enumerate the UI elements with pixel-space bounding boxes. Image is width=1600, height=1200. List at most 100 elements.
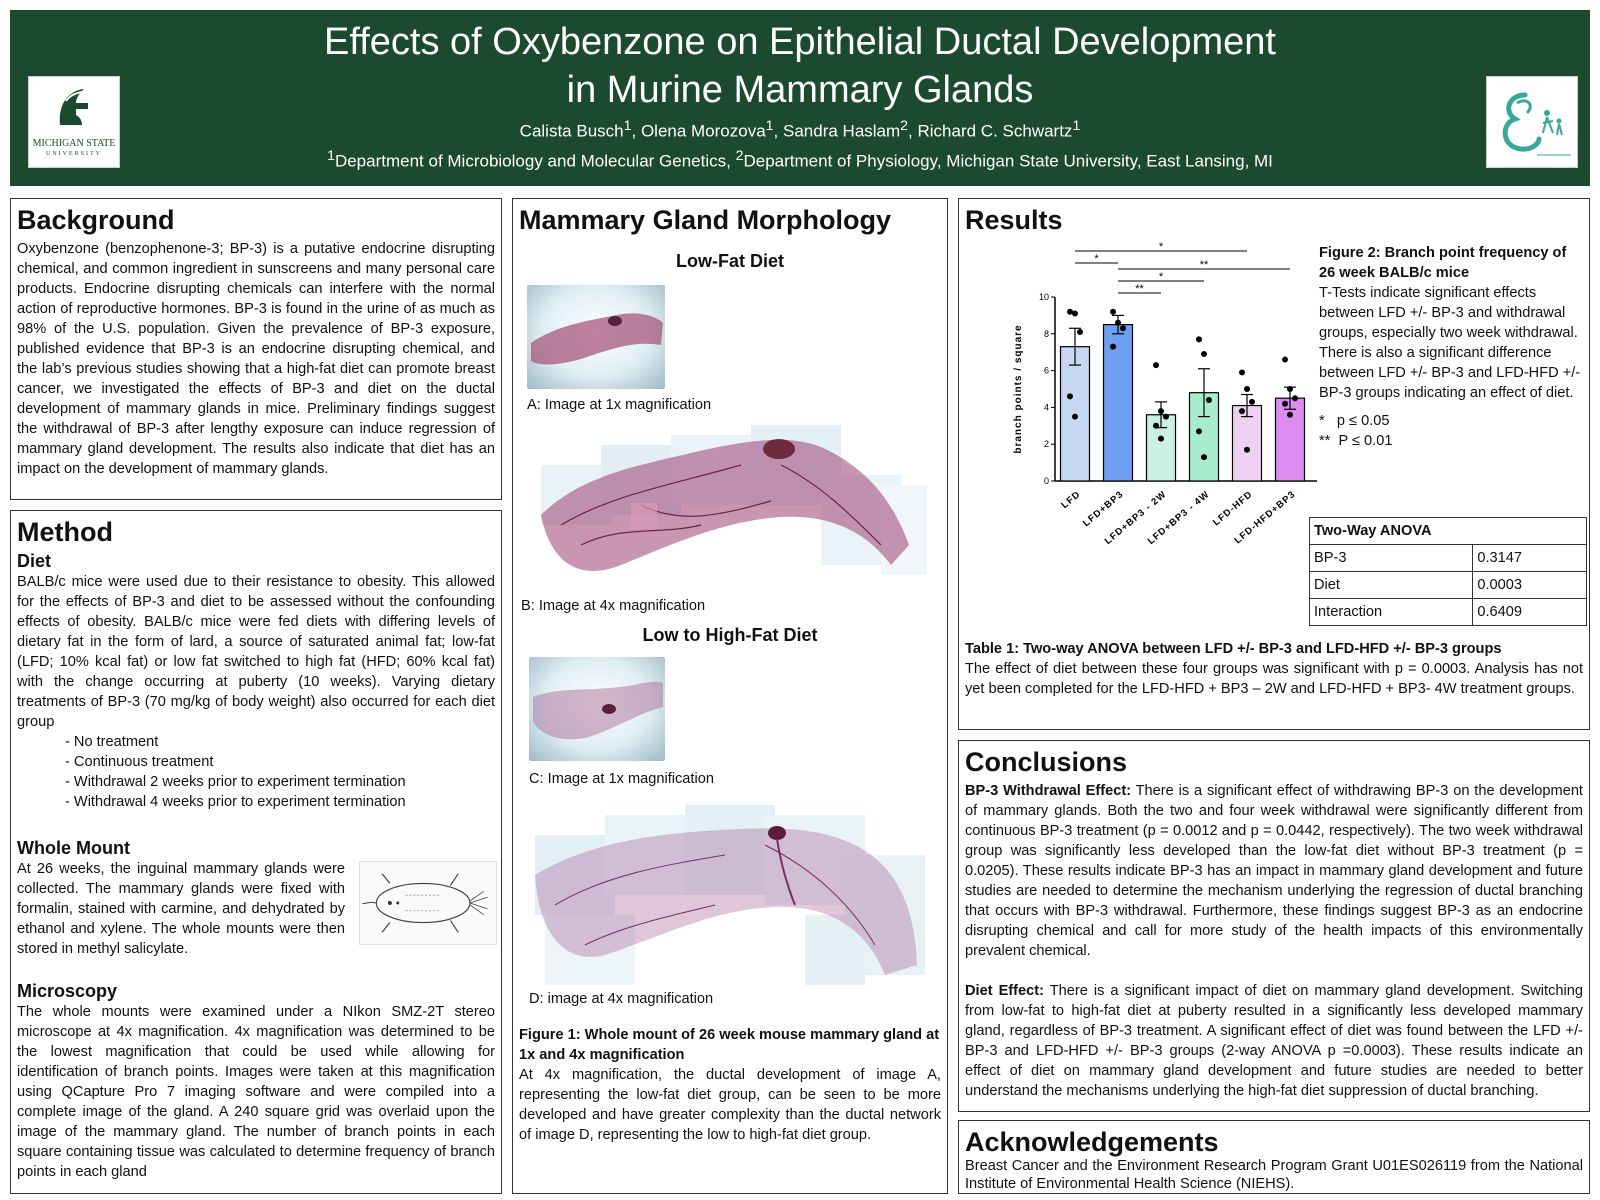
figure-2-text: T-Tests indicate significant effects bet… [1319,285,1581,401]
table-1-caption: Table 1: Two-way ANOVA between LFD +/- B… [965,639,1583,699]
anova-value: 0.3147 [1472,544,1587,572]
data-point [1201,351,1207,358]
y-tick-label: 10 [1039,292,1049,302]
withdrawal-label: BP-3 Withdrawal Effect: [965,783,1132,799]
significance-label: * [1094,253,1099,265]
significance-legend: * p ≤ 0.05 ** P ≤ 0.01 [1319,411,1583,451]
x-tick-label: LFD+BP3 [1081,489,1126,529]
diet-effect-text: There is a significant impact of diet on… [965,983,1583,1099]
data-point [1244,386,1250,392]
author-list: Calista Busch1, Olena Morozova1, Sandra … [519,118,1081,141]
morphology-panel: Mammary Gland Morphology Low-Fat Diet A:… [512,198,948,1194]
author-name: Sandra Haslam [783,121,901,141]
conclusions-panel: Conclusions BP-3 Withdrawal Effect: Ther… [958,740,1590,1112]
table-row: Interaction 0.6409 [1308,598,1587,626]
caption-a: A: Image at 1x magnification [527,397,712,413]
whole-mount-block: At 26 weeks, the inguinal mammary glands… [17,859,497,959]
anova-label: Diet [1308,571,1474,599]
data-point [1153,422,1159,429]
image-b-4x [521,405,931,595]
method-panel: Method Diet BALB/c mice were used due to… [10,510,502,1194]
author-name: Calista Busch [519,121,624,141]
title-line-1: Effects of Oxybenzone on Epithelial Duct… [324,21,1276,63]
mammary-gland-image-d [535,805,925,985]
data-point [1292,395,1298,402]
data-point [1244,446,1250,453]
bar [1231,404,1263,482]
data-point [1239,408,1245,415]
data-point [1158,435,1164,442]
y-tick-label: 2 [1044,439,1049,449]
list-item: - No treatment [65,734,159,750]
data-point [1287,386,1293,392]
data-point [1196,336,1202,343]
msu-logo: MICHIGAN STATE UNIVERSITY [28,76,120,168]
anova-label: BP-3 [1308,544,1474,572]
x-tick-label: LFD-HFD [1211,489,1255,528]
msu-logo-sub: UNIVERSITY [46,151,102,157]
figure-1-caption: Figure 1: Whole mount of 26 week mouse m… [519,1025,941,1145]
withdrawal-paragraph: BP-3 Withdrawal Effect: There is a signi… [965,781,1583,961]
y-tick-label: 0 [1044,476,1049,486]
y-tick-label: 6 [1044,366,1049,376]
legend-p01: ** P ≤ 0.01 [1319,433,1393,449]
figure-2-caption: Figure 2: Branch point frequency of 26 w… [1319,243,1583,451]
diet-heading: Diet [17,551,52,571]
legend-p05: * p ≤ 0.05 [1319,413,1390,429]
significance-label: * [1159,241,1164,253]
bar [1274,397,1306,482]
caption-d: D: image at 4x magnification [529,991,714,1007]
table-row: Two-Way ANOVA [1309,517,1587,545]
data-point [1072,413,1078,420]
mammary-gland-image-b [541,425,927,575]
image-d-4x [525,795,935,1001]
conclusions-heading: Conclusions [965,747,1128,777]
data-point [1077,328,1083,335]
microscopy-text: The whole mounts were examined under a N… [17,1004,495,1180]
background-panel: Background Oxybenzone (benzophenone-3; B… [10,198,502,500]
data-point [1163,413,1169,420]
author-name: Olena Morozova [640,121,766,141]
list-item: - Continuous treatment [65,754,214,770]
author-name: Richard C. Schwartz [917,121,1073,141]
diet-effect-label: Diet Effect: [965,983,1044,999]
anova-header: Two-Way ANOVA [1309,517,1587,545]
acknowledgements-heading: Acknowledgements [965,1127,1219,1157]
anova-value: 0.0003 [1472,571,1587,599]
y-axis-label: branch points / square [1013,324,1024,453]
image-c-1x [529,657,665,761]
list-item: - Withdrawal 2 weeks prior to experiment… [65,774,406,790]
list-item: - Withdrawal 4 weeks prior to experiment… [65,794,406,810]
author-sup: 2 [900,118,909,134]
results-heading: Results [965,205,1063,235]
mouse-diagram-icon [359,861,497,945]
data-point [1067,393,1073,400]
affiliation-1: Department of Microbiology and Molecular… [334,151,736,171]
withdrawal-text: There is a significant effect of withdra… [965,783,1583,959]
data-point [1239,369,1245,376]
author-sup: 1 [623,118,632,134]
table-1-text: The effect of diet between these four gr… [965,661,1583,697]
data-point [1158,408,1164,415]
anova-value: 0.6409 [1472,598,1587,626]
mammary-gland-image-c [533,681,663,740]
background-heading: Background [17,205,175,235]
data-point [1282,356,1288,363]
y-tick-label: 8 [1044,329,1049,339]
diet-text: BALB/c mice were used due to their resis… [17,574,495,730]
figure-2-title: Figure 2: Branch point frequency of 26 w… [1319,245,1567,281]
significance-label: ** [1135,283,1144,295]
data-point [1287,411,1293,418]
acknowledgements-text: Breast Cancer and the Environment Resear… [965,1158,1583,1192]
image-a-1x [527,285,665,389]
microscopy-heading: Microscopy [17,981,118,1001]
data-point [1282,400,1288,407]
spartan-helmet-icon [59,89,88,125]
author-sup: 1 [1072,118,1081,134]
anova-table: Two-Way ANOVA BP-3 0.3147 Diet 0.0003 In… [1308,517,1587,626]
affil-sup: 1 [327,147,335,164]
significance-label: * [1159,271,1164,283]
table-row: BP-3 0.3147 [1308,544,1587,572]
data-point [1067,308,1073,315]
bcerp-logo-icon [1502,92,1571,156]
